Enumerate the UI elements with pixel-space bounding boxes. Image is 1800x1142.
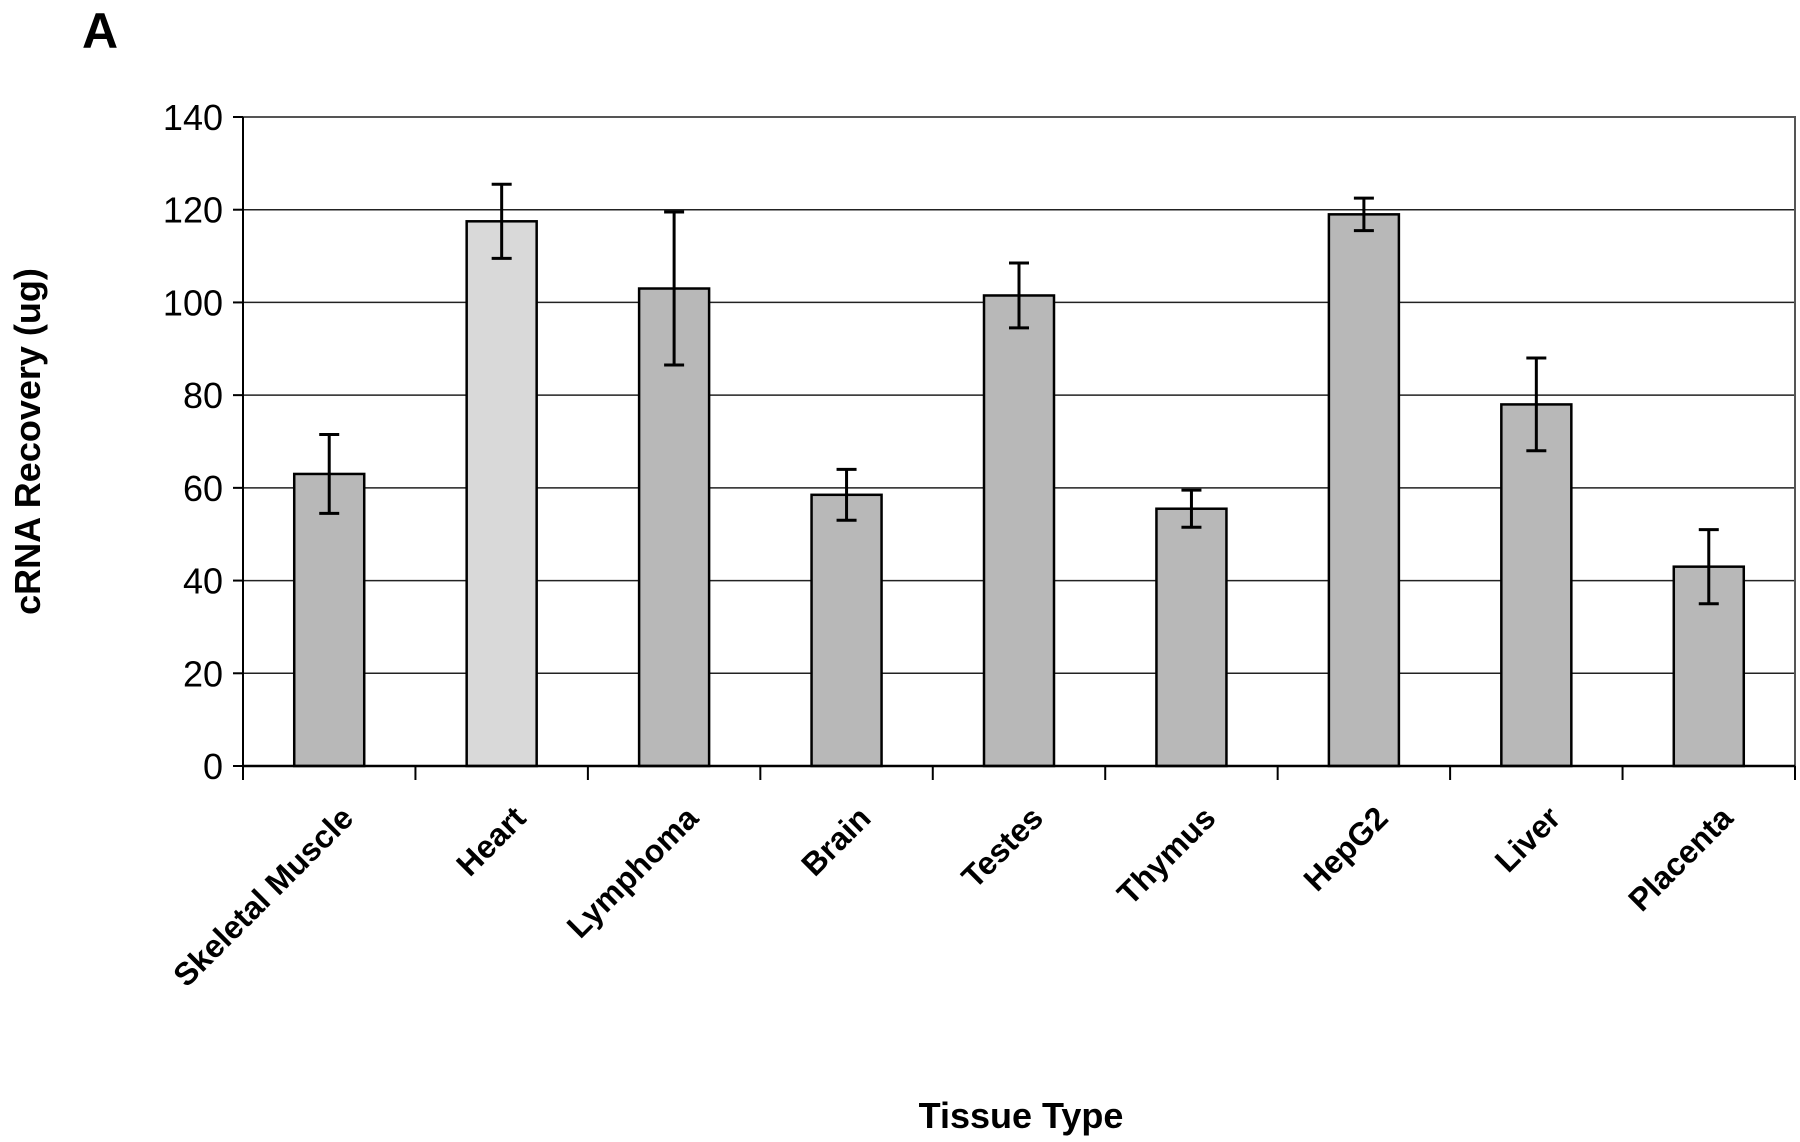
y-tick-label: 80: [183, 375, 223, 416]
x-tick-labels: Skeletal Muscle Heart Lymphoma Brain Testes T…: [166, 799, 1740, 993]
y-tick-label: 20: [183, 653, 223, 694]
x-tick-label: Liver: [1488, 799, 1568, 879]
x-tick-label: HepG2: [1296, 799, 1394, 897]
bar: [810, 493, 883, 768]
x-tick-label: Skeletal Muscle: [166, 799, 360, 993]
panel-label: A: [82, 3, 119, 59]
bar: [465, 220, 538, 768]
y-tick-label: 140: [163, 97, 223, 138]
bar: [982, 294, 1056, 768]
y-tick-label: 120: [163, 190, 223, 231]
bar: [1500, 403, 1573, 768]
y-tick-label: 40: [183, 561, 223, 602]
error-bars: [319, 182, 1719, 606]
axes: [233, 116, 1796, 780]
y-tick-label: 100: [163, 282, 223, 323]
y-axis-title: cRNA Recovery (ug): [7, 268, 48, 615]
bar: [1155, 507, 1228, 768]
x-tick-label: Heart: [449, 799, 533, 883]
bar: [1327, 213, 1401, 768]
y-tick-label: 0: [203, 746, 223, 787]
x-tick-label: Lymphoma: [560, 799, 705, 944]
x-tick-label: Testes: [954, 799, 1049, 894]
x-axis-title: Tissue Type: [919, 1095, 1124, 1136]
y-tick-label: 60: [183, 468, 223, 509]
y-tick-labels: 0 20 40 60 80 100 120 140: [163, 97, 223, 787]
x-tick-label: Thymus: [1110, 799, 1222, 911]
x-tick-label: Placenta: [1621, 799, 1740, 918]
bar: [292, 472, 366, 768]
x-tick-label: Brain: [794, 799, 877, 882]
